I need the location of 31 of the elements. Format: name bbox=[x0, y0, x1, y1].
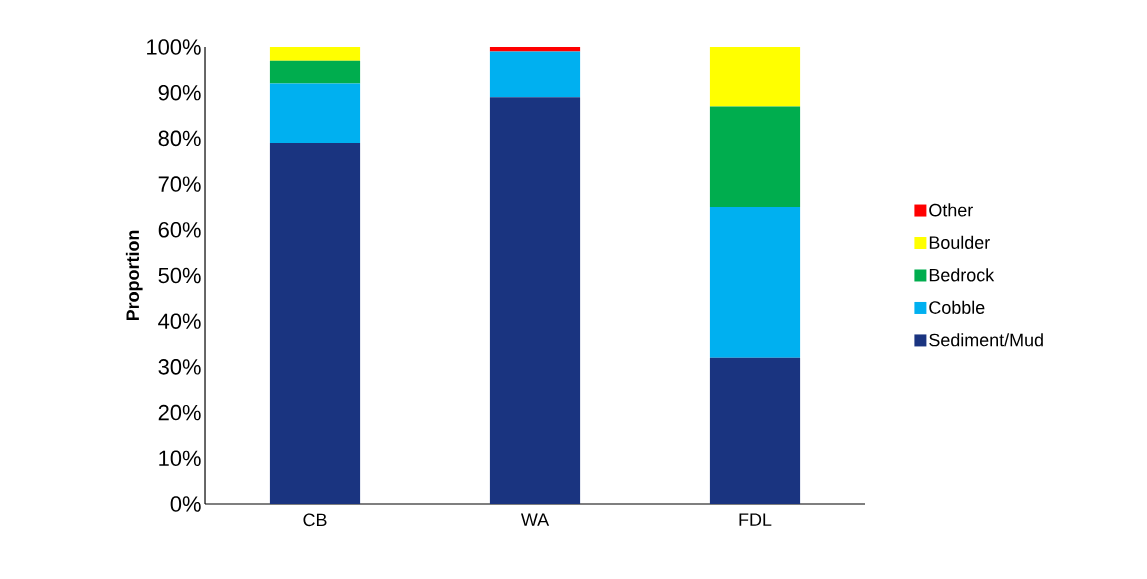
x-tick-label: CB bbox=[303, 513, 327, 527]
bar bbox=[709, 46, 801, 107]
y-tick-label: 50% bbox=[158, 267, 201, 284]
bar bbox=[489, 51, 581, 98]
y-axis-title: Proportion bbox=[125, 230, 143, 321]
y-tick-label: 10% bbox=[159, 450, 201, 467]
y-tick-label: 100% bbox=[147, 39, 201, 55]
x-tick-label: FDL bbox=[739, 513, 772, 526]
bar bbox=[709, 206, 801, 358]
y-tick-label: 60% bbox=[158, 222, 201, 238]
bar bbox=[269, 83, 361, 143]
y-tick-label: 30% bbox=[158, 359, 201, 375]
y-tick-label: 20% bbox=[158, 404, 201, 421]
legend-label: Other bbox=[929, 203, 973, 217]
legend-label: Boulder bbox=[929, 235, 990, 249]
bar bbox=[269, 46, 361, 61]
x-tick-label: WA bbox=[520, 513, 550, 526]
bar bbox=[489, 97, 581, 504]
legend-label: Sediment/Mud bbox=[929, 333, 1043, 347]
y-tick-label: 0% bbox=[170, 496, 201, 512]
y-tick-label: 70% bbox=[158, 176, 201, 192]
y-tick-label: 40% bbox=[158, 313, 201, 329]
y-tick-label: 90% bbox=[158, 84, 201, 101]
bar bbox=[269, 142, 361, 504]
y-tick-label: 80% bbox=[158, 130, 201, 147]
bar bbox=[709, 106, 801, 207]
bar bbox=[489, 46, 581, 52]
legend-label: Cobble bbox=[929, 300, 985, 314]
bar bbox=[709, 357, 801, 504]
bar bbox=[269, 60, 361, 84]
legend-label: Bedrock bbox=[929, 268, 995, 282]
